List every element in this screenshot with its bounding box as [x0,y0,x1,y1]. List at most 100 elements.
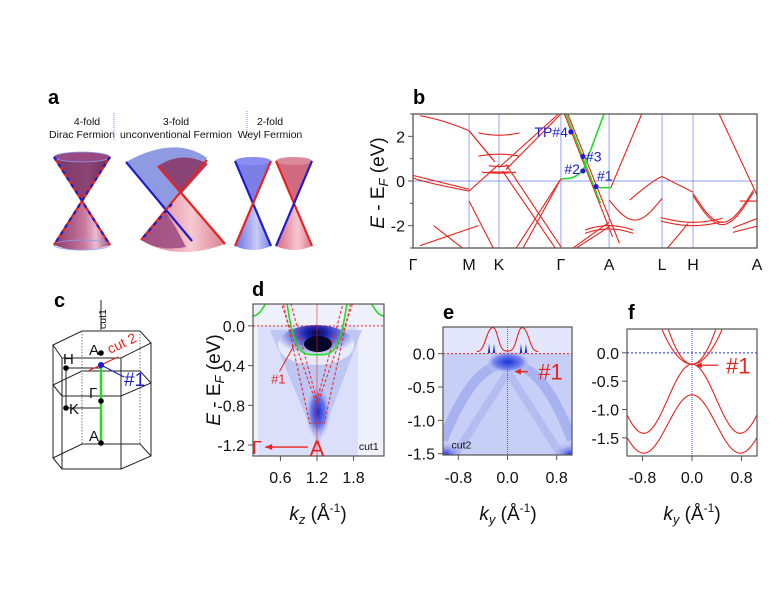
band-g-cross2 [433,225,464,248]
d-ticks: 0.0 -0.4 -0.8 -1.2 0.6 1.2 1.8 [217,319,364,487]
band-a-l-wave [608,197,663,221]
panel-c: c A H Γ K A [52,290,152,470]
b-ytick-label-1: 0 [396,174,405,191]
bz-bot-hex [52,443,152,470]
f-ticks: 0.0 -0.5 -1.0 -1.5 -0.8 0.0 0.8 [591,346,752,487]
b-annotations: TP#4 #3 #2 #1 [534,124,613,190]
weyl-cone-left [233,157,273,250]
c-label-Gamma: Γ [89,385,97,402]
d-green-right [371,304,384,317]
panel-f: f 0.0 -0.5 -1.0 -1.5 -0.8 0.0 0.8 #1 ky (Å-1) [591,302,758,527]
band-k-g-up [515,178,562,248]
f-xtick-label-1: 0.0 [681,470,703,487]
panel-label-e: e [443,302,454,324]
d-overlays [253,304,384,456]
f-xlabel: ky (Å-1) [663,501,720,527]
f-bands [627,329,757,456]
dirac-cone [53,151,111,251]
b-bands [413,114,757,248]
e-mdc-peak-3 [524,343,528,353]
band-ga-low2 [576,226,610,248]
triple-fermion-cone [125,147,226,253]
d-ytick-label-2: -0.8 [217,398,245,415]
e-ytick-label-0: 0.0 [413,347,435,364]
band-k-g-up2 [522,178,562,248]
d-annotation-1-pointer [279,345,295,372]
b-gridlines [413,114,757,248]
b-ytick-label-2: 2 [396,129,405,146]
c-label-H: H [63,351,74,368]
band-a-cap2 [584,228,634,234]
point-H [63,365,69,371]
f-frame [626,328,758,457]
b-annotation-2: #2 [564,161,580,177]
col2-line1: 3-fold [163,116,189,128]
c-label-A-top: A [89,342,99,359]
col3-line1: 2-fold [257,116,283,128]
band-k-g-down [505,163,562,248]
b-yticks: -2 0 2 [391,113,413,249]
band-h-low2 [660,220,723,227]
band-k-flat1 [488,165,510,168]
b-xtick-label-7: A [752,257,763,274]
d-dashed-v-low [282,304,352,424]
b-ytick-label-0: -2 [391,219,405,236]
point-1 [98,362,104,368]
panel-e: e 0.0 -0.5 -1.0 -1.5 -0.8 0.0 0.8 #1 cut2 ky (Å… [407,302,573,527]
e-label-cut2: cut2 [451,440,471,452]
band-a-l-up [610,114,643,188]
d-label-A: A [310,436,325,461]
band-h-a-steep [718,114,757,196]
band-m-k-down [468,200,494,248]
d-label-gamma: Γ [252,438,262,458]
panel-label-b: b [413,87,425,109]
d-label-cut1: cut1 [359,441,379,453]
band-k-parabola [478,132,520,136]
b-point-3 [593,183,599,190]
b-ylabel: E - EF (eV) [368,137,391,228]
f-ytick-label-2: -1.0 [591,403,619,420]
d-green-band [286,304,348,356]
point-A-bottom [98,440,104,446]
e-annotation-1: #1 [538,360,562,385]
e-mdc-curve [476,327,539,353]
panel-label-c: c [54,290,65,312]
band-gm-1 [413,174,470,190]
e-ticks: 0.0 -0.5 -1.0 -1.5 -0.8 0.0 0.8 [407,347,567,487]
band-l-h [661,176,694,193]
point-Gamma [98,398,104,404]
panel-a: a 4-fold Dirac Fermion 3-fold unconventi… [48,87,314,253]
d-ytick-label-1: -0.4 [217,359,245,376]
c-label-K: K [69,401,79,418]
band-m-k-2 [468,130,496,163]
b-xtick-label-2: K [494,257,505,274]
band-h-a-2 [692,192,755,226]
band-k-flat2 [481,171,517,174]
e-ytick-label-3: -1.5 [407,447,435,464]
panel-label-a: a [48,87,60,109]
band-g-cross1 [419,225,479,247]
col2-line2: unconventional Fermion [120,129,232,141]
d-xtick-label-0: 0.6 [269,470,291,487]
e-overlays [443,327,572,455]
d-dashed-v-inner [280,304,354,408]
weyl-cone-right [274,157,314,250]
e-mdc-peak-0 [487,343,491,353]
f-xtick-label-2: 0.8 [730,470,752,487]
d-arrow-head [265,444,273,451]
b-xtick-label-6: H [687,257,699,274]
green-band-left [560,169,584,180]
d-dashed-v-outer [290,304,344,403]
c-marker-label: #1 [124,370,145,391]
b-point-0 [568,129,574,135]
band-l-left [629,175,663,201]
f-annotations: #1 [695,353,751,378]
e-xtick-label-0: -0.8 [445,470,473,487]
b-point-1 [580,153,586,160]
e-mdc-peak-2 [519,343,523,353]
panel-label-f: f [628,302,635,324]
f-annotation-1: #1 [726,353,750,378]
